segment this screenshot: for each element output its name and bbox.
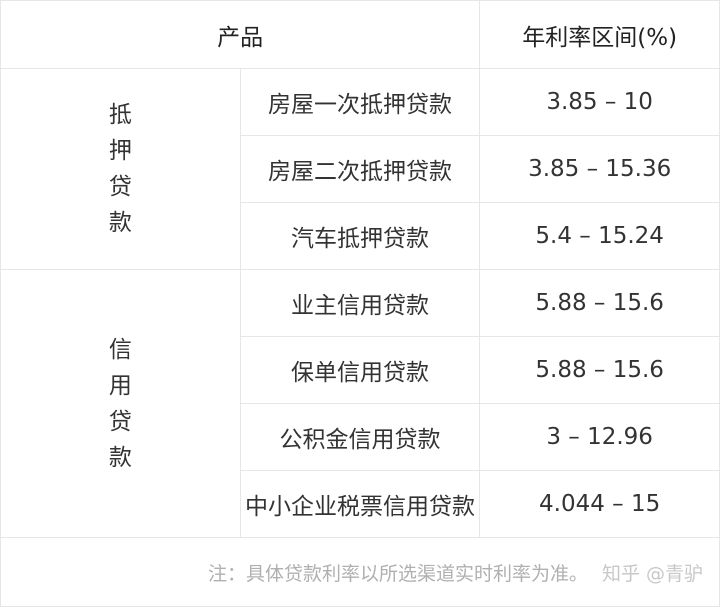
- table-row: 抵押贷款 房屋一次抵押贷款 3.85 – 10: [0, 68, 720, 270]
- rate-cell: 3.85 – 10: [479, 68, 720, 136]
- rate-cell: 5.88 – 15.6: [479, 336, 720, 404]
- footer-note: 注：具体贷款利率以所选渠道实时利率为准。: [207, 562, 588, 585]
- rate-cell: 3 – 12.96: [479, 403, 720, 471]
- group-cell: 信用贷款: [0, 269, 241, 538]
- table-row: 保单信用贷款 5.88 – 15.6: [1, 336, 720, 404]
- rate-cell: 5.4 – 15.24: [479, 202, 720, 270]
- group-label: 抵押贷款: [108, 102, 132, 236]
- header-cell: 产品: [0, 0, 481, 69]
- header-cell: 年利率区间(%): [479, 0, 720, 69]
- product-cell: 保单信用贷款: [239, 336, 481, 404]
- watermark: 知乎 @青驴: [601, 562, 703, 585]
- rate-cell: 4.044 – 15: [479, 470, 720, 538]
- product-cell: 房屋二次抵押贷款: [239, 135, 481, 203]
- footer-row: 注：具体贷款利率以所选渠道实时利率为准。 知乎 @青驴: [0, 537, 720, 607]
- table-row: 房屋二次抵押贷款 3.85 – 15.36: [1, 135, 720, 203]
- group-cell: 抵押贷款: [0, 68, 241, 270]
- table-row: 信用贷款 业主信用贷款 5.88 – 15.6: [0, 269, 720, 538]
- rate-cell: 3.85 – 15.36: [479, 135, 720, 203]
- product-cell: 汽车抵押贷款: [239, 202, 481, 270]
- product-cell: 公积金信用贷款: [239, 403, 481, 471]
- table-row: 中小企业税票信用贷款 4.044 – 15: [1, 470, 720, 538]
- header-row: 产品 年利率区间(%): [0, 0, 720, 69]
- product-cell: 中小企业税票信用贷款: [239, 470, 481, 538]
- group-label: 信用贷款: [108, 336, 132, 471]
- product-cell: 业主信用贷款: [239, 269, 481, 337]
- product-cell: 房屋一次抵押贷款: [239, 68, 481, 136]
- rate-cell: 5.88 – 15.6: [479, 269, 720, 337]
- footer-cell: 注：具体贷款利率以所选渠道实时利率为准。 知乎 @青驴: [0, 537, 720, 607]
